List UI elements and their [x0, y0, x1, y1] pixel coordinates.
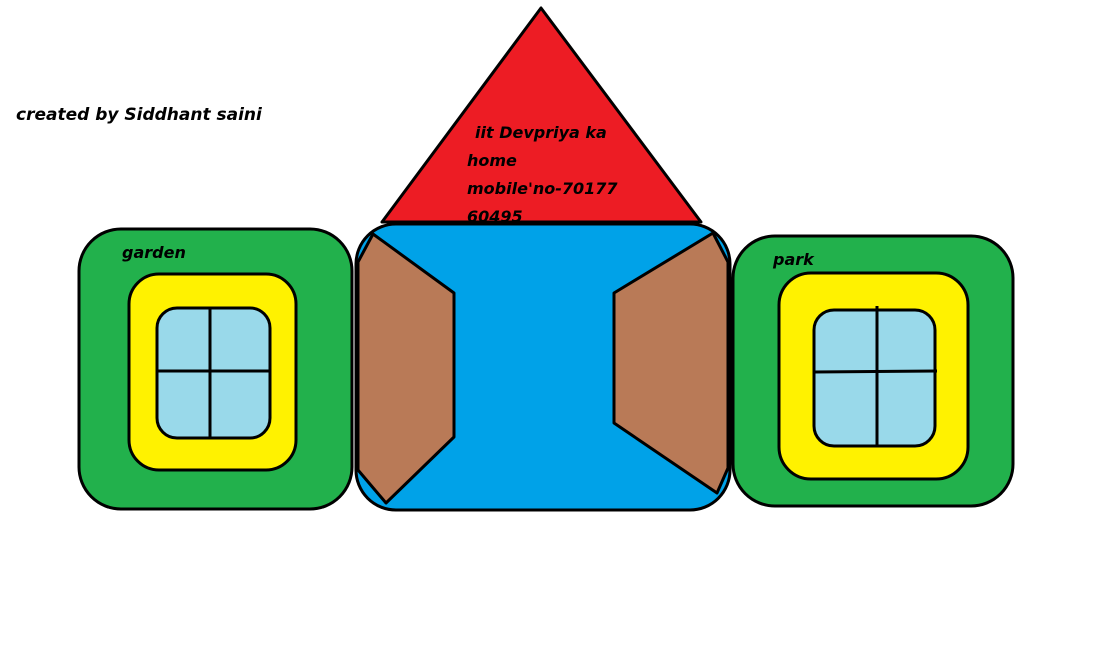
roof-triangle [380, 6, 703, 224]
roof-caption-line: mobile'no-70177 [467, 179, 618, 198]
park-window-horizontal-bar [813, 369, 938, 374]
roof-caption-line: iit Devpriya ka [475, 123, 607, 142]
roof-caption-line: 60495 [467, 207, 523, 226]
right-door-panel [612, 231, 730, 495]
roof-caption: iit Devpriya ka home mobile'no-70177 604… [467, 119, 618, 231]
garden-window-glass [155, 306, 272, 440]
roof-caption-line: home [467, 151, 517, 170]
garden-label: garden [122, 243, 186, 262]
park-window-glass [812, 308, 937, 448]
park-label: park [773, 250, 814, 269]
left-door-panel [356, 232, 456, 505]
credit-text: created by Siddhant saini [16, 105, 262, 125]
